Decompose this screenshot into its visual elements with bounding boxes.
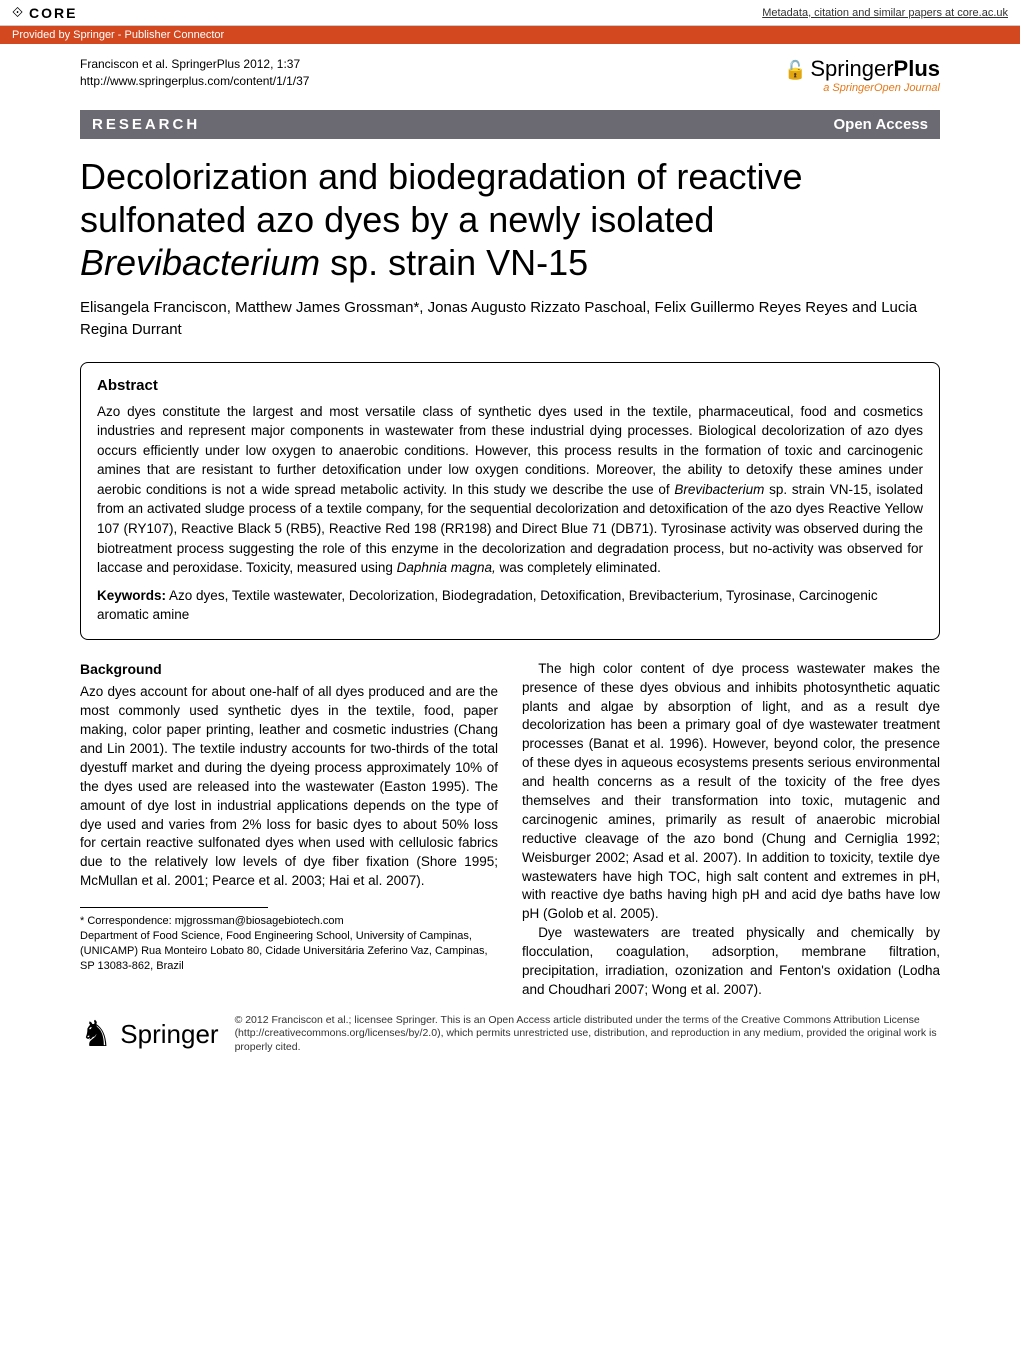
article-type-bar: RESEARCH Open Access xyxy=(80,110,940,139)
journal-name-prefix: Springer xyxy=(810,56,893,81)
springer-logo: ♞ Springer xyxy=(80,1016,219,1052)
springer-horse-icon: ♞ xyxy=(80,1016,112,1052)
core-header: ⟐ CORE Metadata, citation and similar pa… xyxy=(0,0,1020,26)
right-p1: The high color content of dye process wa… xyxy=(522,660,940,924)
provider-bar: Provided by Springer - Publisher Connect… xyxy=(0,26,1020,44)
title-part1: Decolorization and biodegradation of rea… xyxy=(80,156,802,240)
page-top: Franciscon et al. SpringerPlus 2012, 1:3… xyxy=(0,44,1020,94)
title-italic: Brevibacterium xyxy=(80,242,320,283)
article-title: Decolorization and biodegradation of rea… xyxy=(80,155,940,285)
journal-name: 🔓SpringerPlus xyxy=(784,56,940,82)
right-column: The high color content of dye process wa… xyxy=(522,660,940,1000)
body-columns: Background Azo dyes account for about on… xyxy=(0,640,1020,1000)
left-p1: Azo dyes account for about one-half of a… xyxy=(80,683,498,891)
correspondence-affiliation: Department of Food Science, Food Enginee… xyxy=(80,930,488,972)
abstract-box: Abstract Azo dyes constitute the largest… xyxy=(80,362,940,640)
article-type: RESEARCH xyxy=(92,116,200,133)
open-access-icon: 🔓 xyxy=(784,60,806,80)
open-access-label: Open Access xyxy=(834,116,929,133)
correspondence-email: mjgrossman@biosagebiotech.com xyxy=(175,915,344,927)
journal-tagline: a SpringerOpen Journal xyxy=(784,82,940,94)
abstract-p3: was completely eliminated. xyxy=(496,560,661,575)
keywords-text: Azo dyes, Textile wastewater, Decoloriza… xyxy=(97,588,878,623)
core-metadata-link[interactable]: Metadata, citation and similar papers at… xyxy=(762,7,1008,19)
background-heading: Background xyxy=(80,660,498,680)
keywords-label: Keywords: xyxy=(97,588,166,603)
left-column: Background Azo dyes account for about on… xyxy=(80,660,498,1000)
journal-name-suffix: Plus xyxy=(894,56,940,81)
license-text: © 2012 Franciscon et al.; licensee Sprin… xyxy=(235,1014,940,1055)
citation-line: Franciscon et al. SpringerPlus 2012, 1:3… xyxy=(80,56,309,73)
core-logo-text: CORE xyxy=(29,5,77,21)
right-p2: Dye wastewaters are treated physically a… xyxy=(522,924,940,1000)
keywords-line: Keywords: Azo dyes, Textile wastewater, … xyxy=(97,586,923,625)
correspondence-block: Correspondence: mjgrossman@biosagebiotec… xyxy=(80,914,498,973)
abstract-text: Azo dyes constitute the largest and most… xyxy=(97,402,923,578)
correspondence-label: Correspondence: xyxy=(80,915,175,927)
journal-logo: 🔓SpringerPlus a SpringerOpen Journal xyxy=(784,56,940,94)
core-brand: ⟐ CORE xyxy=(12,4,78,21)
citation-url: http://www.springerplus.com/content/1/1/… xyxy=(80,73,309,90)
abstract-heading: Abstract xyxy=(97,377,923,394)
title-part3: sp. strain VN-15 xyxy=(320,242,588,283)
springer-text: Springer xyxy=(120,1019,218,1050)
abstract-italic2: Daphnia magna, xyxy=(397,560,496,575)
footer: ♞ Springer © 2012 Franciscon et al.; lic… xyxy=(0,1000,1020,1075)
correspondence-divider xyxy=(80,907,268,908)
authors: Elisangela Franciscon, Matthew James Gro… xyxy=(80,297,940,342)
title-block: Decolorization and biodegradation of rea… xyxy=(0,139,1020,342)
abstract-italic1: Brevibacterium xyxy=(674,482,764,497)
citation-block: Franciscon et al. SpringerPlus 2012, 1:3… xyxy=(80,56,309,90)
core-icon: ⟐ xyxy=(12,4,23,21)
